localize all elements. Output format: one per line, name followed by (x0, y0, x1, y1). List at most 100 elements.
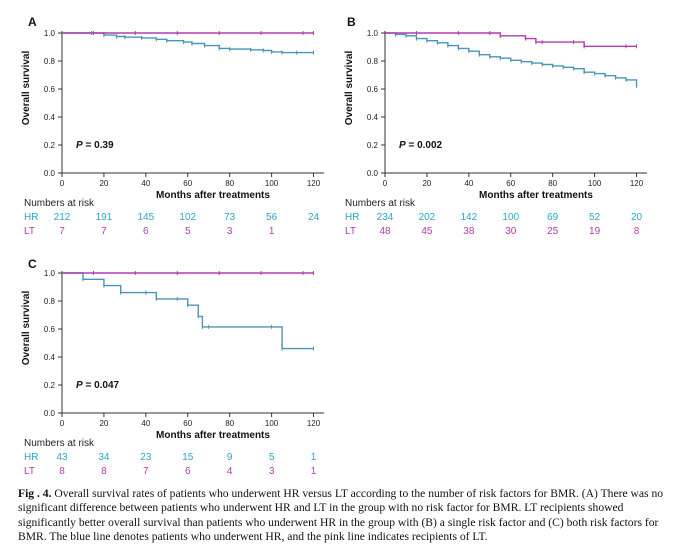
p-value-annotation: P = 0.047 (76, 380, 120, 391)
y-tick-label: 0.8 (44, 297, 56, 306)
risk-value-hr: 191 (96, 212, 113, 223)
y-tick-label: 0.2 (44, 141, 56, 150)
x-tick-label: 120 (307, 419, 321, 428)
x-tick-label: 80 (225, 179, 234, 188)
y-tick-label: 0.2 (367, 141, 379, 150)
risk-value-hr: 102 (179, 212, 196, 223)
x-tick-label: 0 (60, 179, 65, 188)
y-tick-label: 0.8 (367, 57, 379, 66)
y-tick-label: 0.0 (44, 169, 56, 178)
risk-value-lt: 8 (101, 466, 107, 477)
risk-value-lt: 4 (227, 466, 233, 477)
series-line-hr (62, 272, 314, 350)
risk-value-hr: 145 (137, 212, 154, 223)
x-tick-label: 60 (506, 179, 515, 188)
risk-row-label-hr: HR (24, 212, 38, 223)
risk-value-hr: 34 (98, 452, 110, 463)
risk-value-hr: 52 (589, 212, 601, 223)
panel-label: B (347, 15, 356, 29)
x-tick-label: 0 (60, 419, 65, 428)
x-tick-label: 20 (422, 179, 431, 188)
y-tick-label: 0.4 (44, 113, 56, 122)
caption-text: Overall survival rates of patients who u… (18, 487, 664, 544)
x-tick-label: 20 (99, 179, 108, 188)
y-tick-label: 0.6 (367, 85, 379, 94)
x-tick-label: 60 (183, 419, 192, 428)
y-tick-label: 0.4 (367, 113, 379, 122)
x-tick-label: 100 (588, 179, 602, 188)
y-tick-label: 0.8 (44, 57, 56, 66)
x-tick-label: 40 (141, 179, 150, 188)
risk-value-hr: 20 (631, 212, 643, 223)
risk-value-lt: 45 (421, 226, 433, 237)
caption-label: Fig . 4. (18, 487, 52, 500)
risk-value-hr: 24 (308, 212, 320, 223)
risk-value-hr: 100 (502, 212, 519, 223)
risk-value-lt: 6 (143, 226, 149, 237)
survival-figure: A0.00.20.40.60.81.00 20 40 60 80 100 120Months… (21, 15, 647, 477)
risk-value-hr: 56 (266, 212, 278, 223)
risk-value-hr: 9 (227, 452, 233, 463)
risk-value-lt: 7 (101, 226, 107, 237)
risk-value-lt: 19 (589, 226, 601, 237)
risk-row-label-lt: LT (24, 226, 35, 237)
risk-value-lt: 38 (463, 226, 475, 237)
risk-value-lt: 6 (185, 466, 191, 477)
risk-row-label-hr: HR (24, 452, 38, 463)
risk-value-lt: 25 (547, 226, 559, 237)
y-tick-label: 1.0 (367, 29, 379, 38)
y-axis-label: Overall survival (21, 291, 32, 366)
y-tick-label: 0.6 (44, 85, 56, 94)
risk-value-hr: 142 (460, 212, 477, 223)
x-tick-label: 40 (464, 179, 473, 188)
x-axis-label: Months after treatments (156, 190, 270, 201)
risk-value-lt: 8 (634, 226, 640, 237)
risk-value-lt: 30 (505, 226, 517, 237)
risk-value-lt: 8 (59, 466, 65, 477)
panel-C: C 0.0 0.2 0.4 0.6 0.8 1.0 0 20 40 60 80 100 120 Months… (21, 257, 324, 477)
x-tick-label: 20 (99, 419, 108, 428)
series-line-hr (62, 32, 314, 54)
x-tick-label: 60 (183, 179, 192, 188)
risk-value-lt: 1 (311, 466, 317, 477)
risk-value-lt: 48 (379, 226, 391, 237)
y-axis-label: Overall survival (344, 51, 355, 126)
x-tick-label: 0 (383, 179, 388, 188)
x-axis-label: Months after treatments (156, 430, 270, 441)
y-tick-label: 0.0 (367, 169, 379, 178)
x-tick-label: 120 (630, 179, 644, 188)
risk-value-lt: 7 (59, 226, 65, 237)
risk-table-title: Numbers at risk (345, 198, 416, 209)
risk-value-hr: 43 (56, 452, 68, 463)
x-tick-label: 80 (548, 179, 557, 188)
y-tick-label: 1.0 (44, 269, 56, 278)
y-tick-label: 0.6 (44, 325, 56, 334)
panel-A: A 0.0 0.2 0.4 0.6 0.8 1.0 0 20 40 60 80 100 120 Months… (21, 15, 324, 237)
risk-row-label-lt: LT (345, 226, 356, 237)
x-tick-label: 80 (225, 419, 234, 428)
risk-value-hr: 234 (377, 212, 394, 223)
risk-value-lt: 3 (227, 226, 233, 237)
risk-table-title: Numbers at risk (24, 198, 95, 209)
series-line-lt (385, 32, 637, 47)
x-tick-label: 120 (307, 179, 321, 188)
x-axis-label: Months after treatments (479, 190, 593, 201)
x-tick-label: 100 (265, 179, 279, 188)
x-tick-label: 100 (265, 419, 279, 428)
p-value-annotation: P = 0.39 (76, 140, 114, 151)
panel-label: A (28, 15, 37, 29)
y-tick-label: 0.4 (44, 353, 56, 362)
p-value-annotation: P = 0.002 (399, 140, 443, 151)
risk-value-hr: 212 (54, 212, 71, 223)
risk-value-hr: 15 (182, 452, 194, 463)
risk-value-lt: 5 (185, 226, 191, 237)
risk-value-hr: 23 (140, 452, 152, 463)
risk-value-hr: 1 (311, 452, 317, 463)
x-tick-label: 40 (141, 419, 150, 428)
risk-row-label-lt: LT (24, 466, 35, 477)
risk-value-lt: 7 (143, 466, 149, 477)
risk-value-hr: 69 (547, 212, 559, 223)
risk-value-lt: 1 (269, 226, 275, 237)
y-tick-label: 0.2 (44, 381, 56, 390)
panel-B: B 0.0 0.2 0.4 0.6 0.8 1.0 0 20 40 60 80 100 120 Months… (344, 15, 647, 237)
